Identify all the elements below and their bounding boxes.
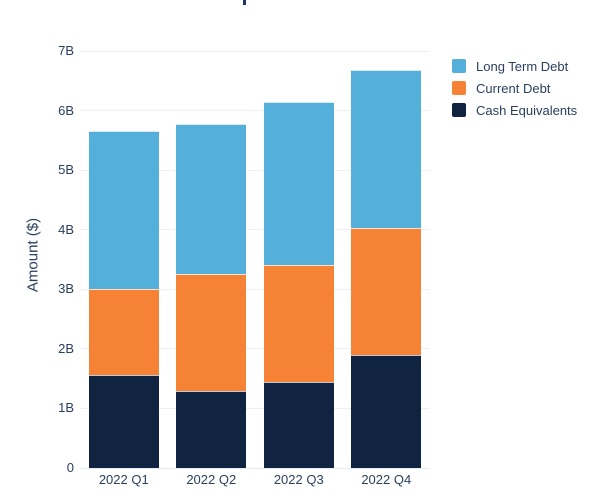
x-tick-label: 2022 Q3 (273, 472, 324, 487)
bar-segment-long-term-debt[interactable] (176, 124, 247, 275)
bar-segment-cash-equivalents[interactable] (88, 375, 159, 468)
gridline-y-5B (80, 169, 430, 171)
y-tick-label: 4B (58, 221, 74, 237)
legend-swatch (452, 59, 466, 73)
gridline-y-1B (80, 407, 430, 409)
x-tick-label: 2022 Q1 (98, 472, 149, 487)
bar-2022-q1 (88, 130, 159, 468)
bar-segment-cash-equivalents[interactable] (176, 390, 247, 468)
bar-segment-current-debt[interactable] (88, 288, 159, 376)
chart-legend: Long Term Debt Current Debt Cash Equivalen… (452, 55, 577, 121)
bar-2022-q4 (351, 70, 422, 468)
gridline-y-2B (80, 348, 430, 350)
legend-label: Current Debt (476, 80, 551, 96)
legend-label: Cash Equivalents (476, 102, 578, 118)
bar-segment-current-debt[interactable] (263, 265, 334, 383)
bar-2022-q2 (176, 124, 247, 468)
y-tick-label: 0 (66, 460, 74, 475)
bar-segment-current-debt[interactable] (176, 274, 247, 391)
y-tick-label: 6B (58, 102, 74, 118)
y-tick-label: 5B (58, 162, 74, 178)
gridline-y-3B (80, 288, 430, 290)
plot-area (80, 50, 430, 469)
y-tick-label: 2B (58, 340, 74, 356)
x-tick-label: 2022 Q4 (361, 472, 412, 487)
legend-item-long-term-debt[interactable]: Long Term Debt (452, 55, 577, 77)
gridline-y-7B (80, 50, 430, 52)
bar-2022-q3 (263, 102, 334, 468)
bar-segment-long-term-debt[interactable] (88, 130, 159, 289)
legend-swatch (452, 103, 466, 117)
y-tick-label: 3B (58, 281, 74, 297)
bar-segment-long-term-debt[interactable] (351, 70, 422, 228)
legend-item-current-debt[interactable]: Current Debt (452, 77, 577, 99)
gridline-y-4B (80, 229, 430, 231)
bar-segment-cash-equivalents[interactable] (351, 354, 422, 468)
y-tick-label: 7B (58, 43, 74, 58)
bar-segment-cash-equivalents[interactable] (263, 382, 334, 468)
cropped-title-fragment (243, 0, 246, 5)
legend-swatch (452, 81, 466, 95)
legend-label: Long Term Debt (476, 58, 569, 74)
bar-segment-long-term-debt[interactable] (263, 102, 334, 266)
gridline-y-6B (80, 110, 430, 112)
y-tick-label: 1B (58, 400, 74, 416)
gridline-y-0 (80, 467, 430, 469)
bar-segment-current-debt[interactable] (351, 227, 422, 355)
legend-item-cash-equivalents[interactable]: Cash Equivalents (452, 99, 577, 121)
x-tick-label: 2022 Q2 (186, 472, 237, 487)
